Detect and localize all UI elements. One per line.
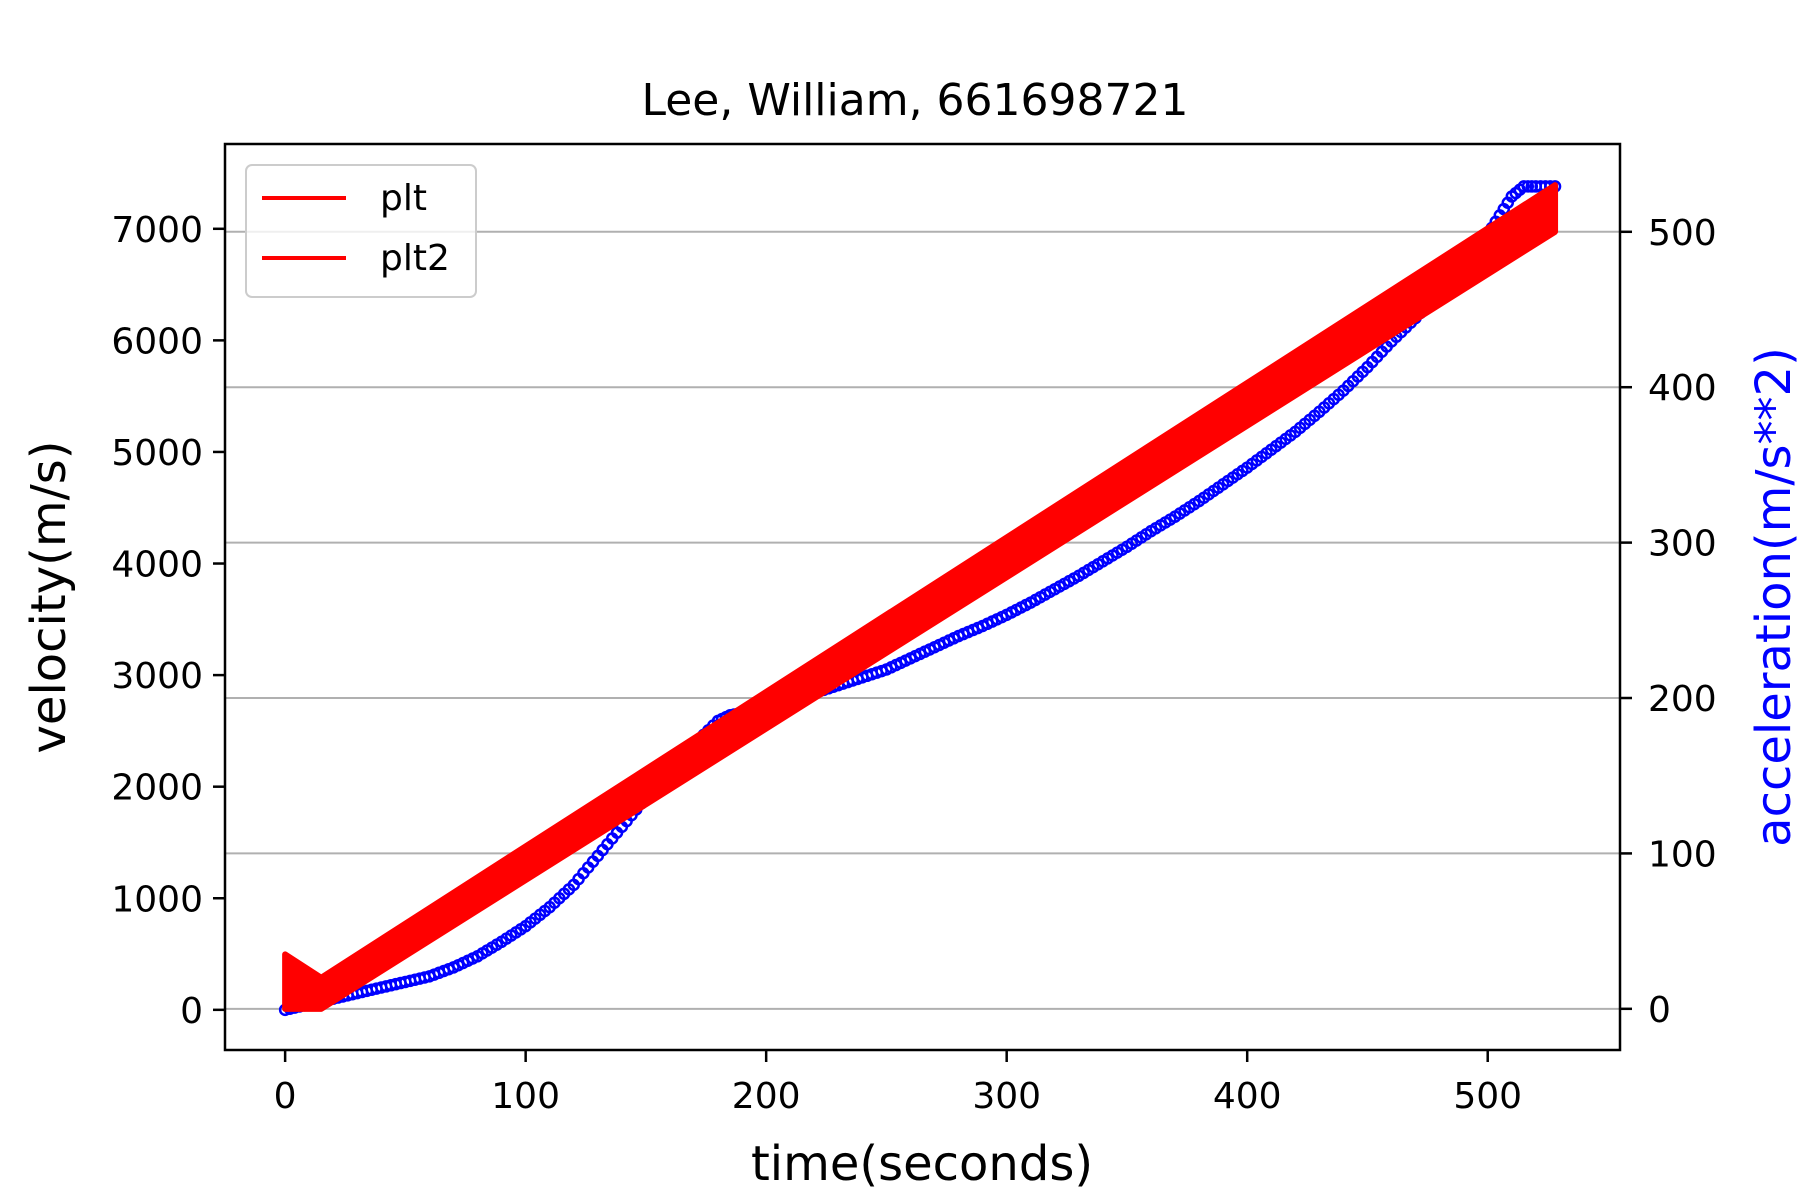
plot-area: [278, 180, 1562, 1017]
velocity-point: [1521, 180, 1535, 193]
x-tick-label: 500: [1453, 1076, 1522, 1117]
y-right-tick-label: 0: [1648, 990, 1671, 1031]
velocity-point: [1517, 180, 1531, 193]
y-left-tick-label: 3000: [111, 656, 203, 697]
chart-title: Lee, William, 661698721: [641, 75, 1188, 126]
x-tick-label: 100: [491, 1076, 560, 1117]
x-tick-label: 0: [274, 1076, 297, 1117]
y-axis-left-ticks: 0 1000 2000 3000 4000 5000 6000 7000: [111, 210, 225, 1032]
x-tick-label: 400: [1213, 1076, 1282, 1117]
plot-frame: [223, 142, 1622, 1052]
y-right-tick-label: 200: [1648, 679, 1717, 720]
x-tick-label: 300: [972, 1076, 1041, 1117]
x-axis-ticks: 0 100 200 300 400 500: [274, 1050, 1522, 1117]
legend-label-plt2: plt2: [380, 238, 450, 279]
x-tick-label: 200: [732, 1076, 801, 1117]
y-left-tick-label: 1000: [111, 879, 203, 920]
y-left-tick-label: 0: [180, 991, 203, 1032]
y-left-tick-label: 5000: [111, 433, 203, 474]
y-right-tick-label: 400: [1648, 368, 1717, 409]
y-axis-right-label: acceleration(m/s**2): [1746, 347, 1800, 847]
y-left-tick-label: 4000: [111, 545, 203, 586]
x-axis-label: time(seconds): [751, 1136, 1093, 1192]
legend-label-plt: plt: [380, 178, 427, 219]
y-axis-left-label: velocity(m/s): [21, 441, 77, 754]
legend: plt plt2: [245, 164, 477, 298]
y-right-tick-label: 300: [1648, 524, 1717, 565]
series-acceleration: [282, 182, 1559, 1012]
y-axis-right-ticks: 0 100 200 300 400 500: [1620, 213, 1717, 1031]
y-right-tick-label: 500: [1648, 213, 1717, 254]
y-right-tick-label: 100: [1648, 834, 1717, 875]
y-left-tick-label: 2000: [111, 768, 203, 809]
y-left-tick-label: 6000: [111, 321, 203, 362]
y-left-tick-label: 7000: [111, 210, 203, 251]
